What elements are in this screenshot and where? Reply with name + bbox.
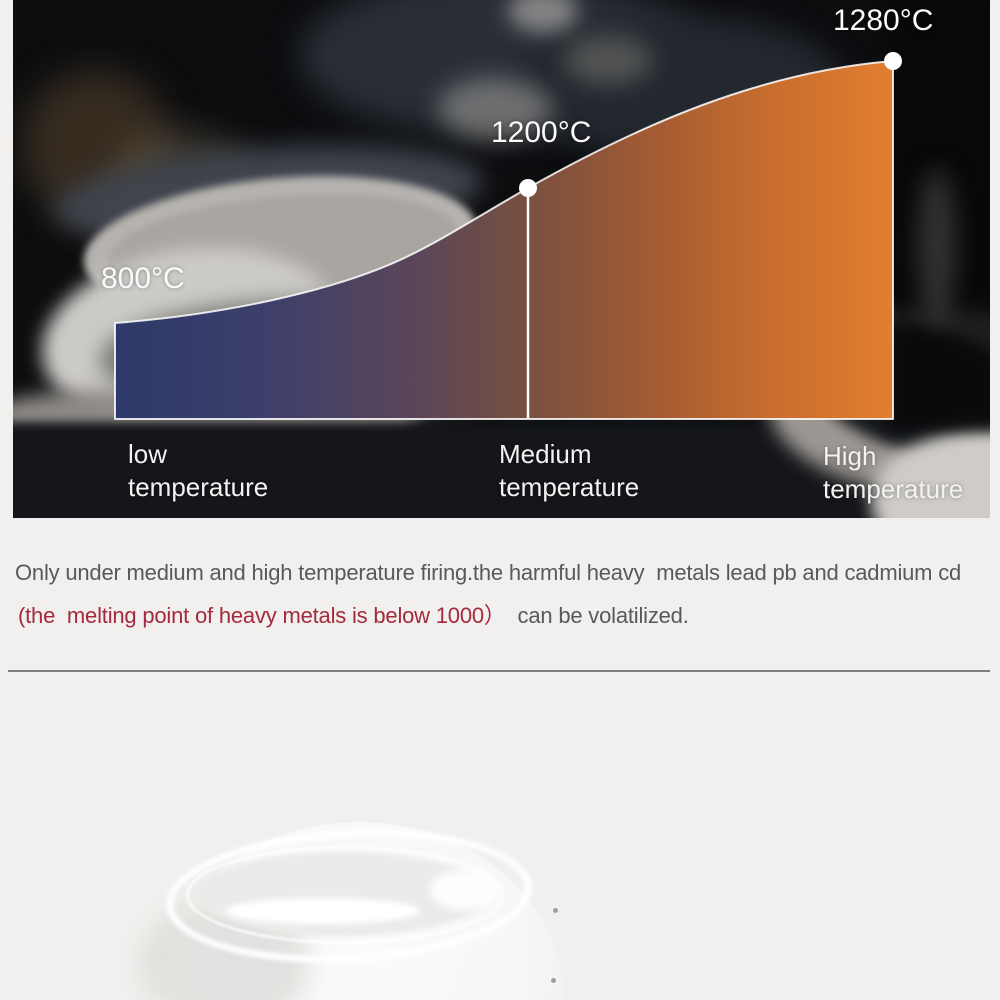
axis-label-line: low bbox=[128, 439, 168, 469]
right-dark-area bbox=[885, 0, 990, 430]
medium-temp-point bbox=[519, 179, 537, 197]
axis-label-line: temperature bbox=[823, 474, 964, 504]
temperature-curve-area bbox=[114, 60, 894, 420]
data-label-800c: 800°C bbox=[101, 262, 185, 295]
dust-speck bbox=[551, 978, 556, 983]
ceramic-plates-photo: 800°C 1200°C 1280°C low temperature Medi… bbox=[13, 0, 990, 518]
data-label-1200c: 1200°C bbox=[491, 116, 592, 149]
bowl-rim-highlight bbox=[225, 898, 420, 924]
section-divider bbox=[8, 670, 990, 672]
description-line-1: Only under medium and high temperature f… bbox=[15, 560, 962, 585]
bowl-rim-highlight bbox=[430, 870, 500, 910]
axis-label-high-temperature: High temperature bbox=[823, 440, 963, 506]
axis-label-medium-temperature: Medium temperature bbox=[499, 438, 639, 504]
description-tail: can be volatilized. bbox=[505, 603, 689, 628]
temperature-area-chart bbox=[114, 52, 902, 420]
axis-label-line: Medium bbox=[499, 439, 592, 469]
white-bowl-rim-inner-line bbox=[186, 846, 504, 944]
bokeh-highlight bbox=[563, 35, 653, 85]
axis-label-line: temperature bbox=[128, 472, 269, 502]
description-red-note: (the melting point of heavy metals is be… bbox=[18, 603, 506, 628]
data-label-1280c: 1280°C bbox=[833, 4, 934, 37]
axis-label-low-temperature: low temperature bbox=[128, 438, 268, 504]
high-temp-point bbox=[884, 52, 902, 70]
bokeh-highlight bbox=[438, 78, 553, 140]
description-line-2: (the melting point of heavy metals is be… bbox=[18, 598, 689, 630]
axis-label-line: High bbox=[823, 441, 877, 471]
dust-speck bbox=[553, 908, 558, 913]
light-streak bbox=[918, 168, 956, 323]
axis-label-line: temperature bbox=[499, 472, 640, 502]
